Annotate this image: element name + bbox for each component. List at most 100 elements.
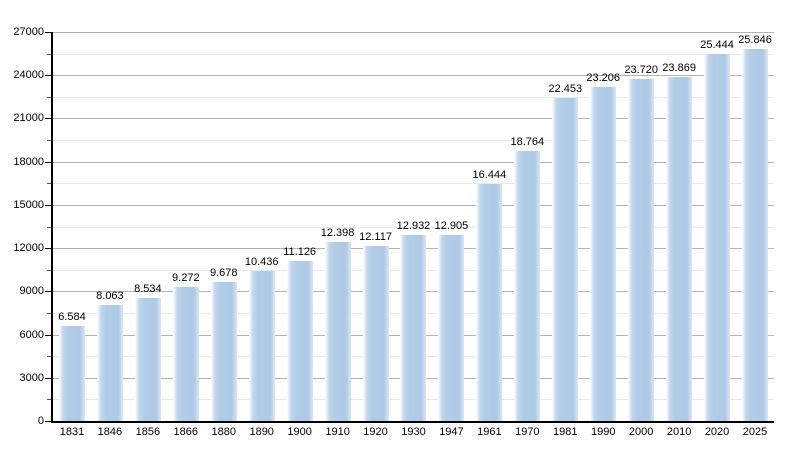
x-axis-label: 2020 xyxy=(704,426,730,438)
major-gridline xyxy=(53,32,774,33)
y-axis-tick xyxy=(45,204,51,206)
x-axis-label: 2000 xyxy=(628,426,654,438)
y-axis-tick xyxy=(47,96,51,98)
bar-1930: 12.932 xyxy=(397,220,430,421)
y-axis-tick xyxy=(45,291,51,293)
x-axis-label: 2025 xyxy=(742,426,768,438)
y-axis-tick xyxy=(47,183,51,185)
major-gridline xyxy=(53,204,774,206)
minor-gridline xyxy=(53,96,774,98)
bar-1990: 23.206 xyxy=(586,72,620,421)
bar-1831: 6.584 xyxy=(58,311,86,421)
bar-value-label: 9.678 xyxy=(209,266,238,279)
bar-value-label: 25.444 xyxy=(700,39,734,52)
x-axis-label: 1961 xyxy=(477,426,502,438)
bar-1981: 22.453 xyxy=(548,83,582,421)
plot-area: 6.584 1831 8.063 1846 8.534 1856 9.272 1866 9.67… xyxy=(45,32,774,438)
bar-slot: 12.398 1910 xyxy=(319,32,357,438)
bar-1947: 12.905 xyxy=(435,220,468,421)
bar-slot: 22.453 1981 xyxy=(546,32,584,438)
y-axis-tick xyxy=(47,140,51,142)
y-axis-tick xyxy=(47,226,51,228)
y-axis-tick xyxy=(45,334,51,336)
bar-slot: 9.272 1866 xyxy=(167,32,205,438)
x-axis-label: 1910 xyxy=(325,426,350,438)
bar-value-label: 12.932 xyxy=(396,219,431,232)
y-axis-label: 9000 xyxy=(19,285,44,298)
x-axis-label: 1947 xyxy=(439,426,464,438)
bar-slot: 10.436 1890 xyxy=(243,32,281,438)
bar-slot: 8.534 1856 xyxy=(129,32,167,438)
bar-2020: 25.444 xyxy=(700,39,734,421)
bar-value-label: 22.453 xyxy=(548,82,583,95)
bar-value-label: 8.534 xyxy=(134,283,162,296)
minor-gridline xyxy=(53,183,774,185)
x-axis-label: 1900 xyxy=(287,426,312,438)
y-axis-label: 18000 xyxy=(13,155,44,168)
y-axis-tick xyxy=(47,356,51,358)
x-axis-label: 1981 xyxy=(553,426,578,438)
y-axis-label: 21000 xyxy=(13,112,44,125)
bar-slot: 25.846 2025 xyxy=(736,32,774,438)
y-axis-label: 3000 xyxy=(19,371,44,384)
minor-gridline xyxy=(53,53,774,55)
bar-slot: 12.932 1930 xyxy=(395,32,433,438)
bar-2000: 23.720 xyxy=(624,64,658,421)
x-axis-label: 1846 xyxy=(97,426,123,438)
bar-1920: 12.117 xyxy=(359,231,392,421)
x-axis-label: 1856 xyxy=(135,426,161,438)
x-axis-label: 1831 xyxy=(59,426,85,438)
bar-slot: 9.678 1880 xyxy=(205,32,243,438)
bar-value-label: 9.272 xyxy=(172,272,200,285)
bar-1846: 8.063 xyxy=(96,290,124,421)
y-axis-tick xyxy=(45,32,51,33)
y-axis-tick xyxy=(47,312,51,314)
bar-1910: 12.398 xyxy=(321,227,354,421)
bar-value-label: 12.117 xyxy=(359,231,392,244)
x-axis-label: 1990 xyxy=(590,426,616,438)
bar-slot: 8.063 1846 xyxy=(91,32,129,438)
minor-gridline xyxy=(53,140,774,142)
x-axis-label: 1970 xyxy=(515,426,540,438)
bar-1866: 9.272 xyxy=(172,272,200,421)
y-axis-tick xyxy=(45,377,51,379)
y-axis-tick xyxy=(47,53,51,55)
bar-value-label: 10.436 xyxy=(244,255,279,268)
bar-1856: 8.534 xyxy=(134,283,162,421)
bar-value-label: 18.764 xyxy=(510,135,545,148)
y-axis-labels: 0 3000 6000 9000 12000 15000 18000 21000 24000 27… xyxy=(0,26,44,427)
bar-slot: 11.126 1900 xyxy=(281,32,319,438)
major-gridline xyxy=(53,161,774,163)
x-axis-label: 1890 xyxy=(249,426,274,438)
x-axis-label: 2010 xyxy=(666,426,692,438)
bar-slot: 23.720 2000 xyxy=(622,32,660,438)
y-axis-label: 0 xyxy=(37,415,44,427)
y-axis-tick xyxy=(47,399,51,401)
bar-value-label: 12.905 xyxy=(434,220,469,233)
x-axis-label: 1930 xyxy=(401,426,426,438)
bar-value-label: 12.398 xyxy=(320,227,355,240)
bar-slot: 25.444 2020 xyxy=(698,32,736,438)
bar-slot: 12.905 1947 xyxy=(432,32,470,438)
y-axis-label: 24000 xyxy=(13,69,44,82)
y-axis-tick xyxy=(45,421,51,422)
y-axis-tick xyxy=(45,118,51,120)
bar-slot: 6.584 1831 xyxy=(53,32,91,438)
y-axis-tick xyxy=(45,161,51,163)
bar-2010: 23.869 xyxy=(662,62,696,421)
bar-1880: 9.678 xyxy=(210,267,238,421)
bar-slot: 16.444 1961 xyxy=(470,32,508,438)
major-gridline xyxy=(53,118,774,120)
y-axis-label: 27000 xyxy=(13,26,44,38)
x-axis-label: 1866 xyxy=(173,426,199,438)
bar-2025: 25.846 xyxy=(738,34,772,421)
bar-1970: 18.764 xyxy=(511,136,544,421)
bar-1961: 16.444 xyxy=(473,169,506,421)
y-axis-tick xyxy=(47,269,51,271)
y-axis-label: 12000 xyxy=(13,242,44,255)
x-axis-label: 1880 xyxy=(211,426,236,438)
bar-value-label: 11.126 xyxy=(283,245,317,258)
major-gridline xyxy=(53,75,774,77)
bar-value-label: 16.444 xyxy=(472,169,507,182)
